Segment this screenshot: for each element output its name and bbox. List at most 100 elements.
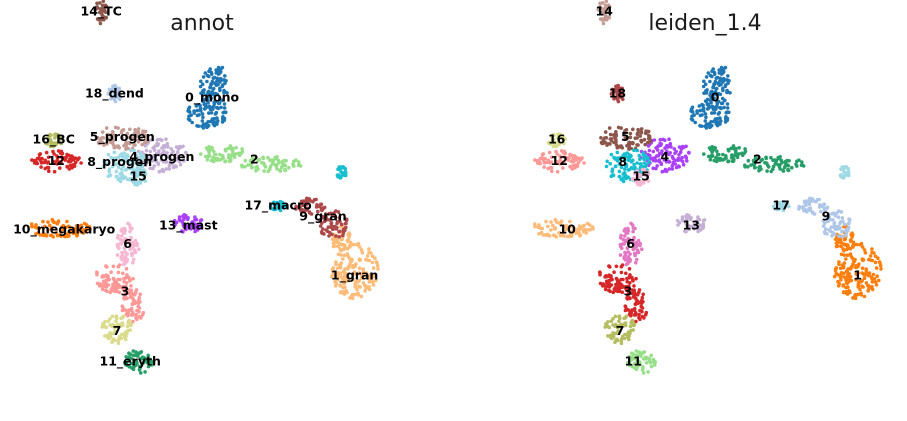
cluster-point-1 — [341, 277, 346, 282]
cluster-point-15 — [641, 179, 646, 183]
cluster-point-9 — [322, 205, 327, 210]
cluster-point-1 — [339, 248, 343, 253]
cluster-point-6 — [633, 243, 638, 247]
cluster-point-13 — [180, 229, 184, 233]
cluster-point-13 — [675, 219, 680, 223]
cluster-point-12 — [58, 166, 62, 170]
cluster-point-7 — [619, 339, 624, 344]
cluster-point-4 — [667, 152, 671, 157]
cluster-point-2 — [716, 157, 720, 162]
cluster-point-11 — [645, 356, 649, 360]
cluster-point-3 — [642, 316, 646, 320]
cluster-point-8 — [633, 165, 637, 170]
cluster-point-11 — [649, 353, 653, 358]
cluster-point-9 — [826, 215, 830, 220]
cluster-point-0 — [715, 120, 720, 124]
cluster-point-10 — [537, 232, 541, 236]
cluster-label-6: 6 — [123, 236, 132, 251]
cluster-point-16 — [51, 144, 56, 149]
cluster-label-13: 13 — [683, 218, 700, 233]
cluster-point-7 — [617, 319, 621, 324]
cluster-point-3 — [603, 287, 608, 292]
cluster-point-12 — [79, 161, 83, 165]
cluster-point-4 — [663, 138, 667, 142]
cluster-point-0 — [708, 79, 712, 84]
cluster-point-3 — [138, 292, 142, 297]
cluster-point-0 — [214, 68, 218, 72]
cluster-point-0 — [213, 112, 218, 116]
cluster-point-8 — [638, 162, 642, 166]
cluster-point-4 — [677, 145, 682, 149]
cluster-points-14 — [93, 0, 109, 26]
cluster-point-12 — [537, 161, 542, 166]
cluster-point-3 — [134, 312, 138, 317]
cluster-point-4 — [684, 154, 688, 159]
cluster-point-2 — [715, 149, 719, 154]
cluster-point-3 — [130, 313, 135, 317]
cluster-point-5 — [636, 143, 640, 147]
cluster-point-2 — [256, 167, 260, 171]
cluster-point-6 — [128, 241, 132, 245]
cluster-point-1 — [835, 244, 839, 248]
cluster-point-11 — [128, 352, 133, 357]
cluster-point-9 — [838, 221, 842, 226]
cluster-point-4 — [685, 159, 689, 163]
cluster-point-17 — [335, 173, 340, 178]
cluster-point-8 — [605, 159, 609, 164]
cluster-point-2 — [232, 153, 236, 157]
cluster-point-8 — [624, 162, 629, 167]
cluster-point-9 — [844, 229, 848, 234]
cluster-point-1 — [345, 290, 349, 295]
cluster-point-3 — [626, 308, 630, 312]
cluster-point-4 — [143, 144, 148, 148]
cluster-point-4 — [687, 151, 691, 155]
cluster-point-13 — [701, 226, 705, 230]
cluster-point-9 — [329, 225, 333, 229]
cluster-point-12 — [567, 155, 571, 160]
cluster-point-3 — [127, 308, 131, 312]
cluster-point-9 — [838, 225, 842, 230]
cluster-points-4 — [638, 137, 691, 174]
cluster-point-5 — [644, 129, 648, 133]
cluster-point-12 — [576, 156, 581, 160]
cluster-point-0 — [721, 86, 725, 91]
cluster-point-4 — [164, 137, 168, 141]
cluster-point-0 — [218, 67, 223, 71]
cluster-point-2 — [729, 146, 734, 151]
cluster-point-1 — [343, 285, 347, 290]
cluster-point-1 — [360, 251, 365, 255]
cluster-point-8 — [112, 150, 117, 155]
cluster-point-5 — [111, 137, 115, 142]
cluster-point-1 — [848, 275, 853, 279]
cluster-point-17 — [341, 165, 346, 169]
cluster-point-1 — [371, 283, 376, 287]
cluster-point-8 — [137, 164, 142, 169]
cluster-point-0 — [704, 126, 709, 130]
cluster-point-0 — [718, 106, 722, 110]
cluster-points-11 — [123, 349, 154, 375]
cluster-point-15 — [635, 169, 640, 173]
cluster-point-5 — [144, 140, 149, 144]
cluster-point-9 — [797, 204, 801, 209]
cluster-point-9 — [337, 235, 342, 239]
cluster-point-3 — [633, 293, 637, 297]
cluster-point-0 — [210, 107, 215, 111]
cluster-point-4 — [677, 164, 681, 169]
cluster-point-3 — [102, 284, 107, 289]
cluster-point-10 — [549, 220, 553, 224]
cluster-point-1 — [360, 272, 364, 277]
cluster-point-4 — [157, 169, 162, 174]
cluster-point-6 — [630, 223, 635, 227]
cluster-point-12 — [39, 165, 43, 169]
cluster-point-9 — [833, 232, 837, 237]
cluster-point-2 — [726, 159, 731, 163]
cluster-point-1 — [339, 271, 343, 276]
cluster-point-13 — [184, 213, 188, 218]
cluster-point-0 — [703, 112, 708, 116]
cluster-points-6 — [618, 221, 644, 267]
cluster-point-0 — [718, 92, 723, 97]
cluster-point-0 — [201, 75, 206, 79]
cluster-point-0 — [201, 126, 206, 130]
cluster-point-15 — [633, 177, 638, 181]
